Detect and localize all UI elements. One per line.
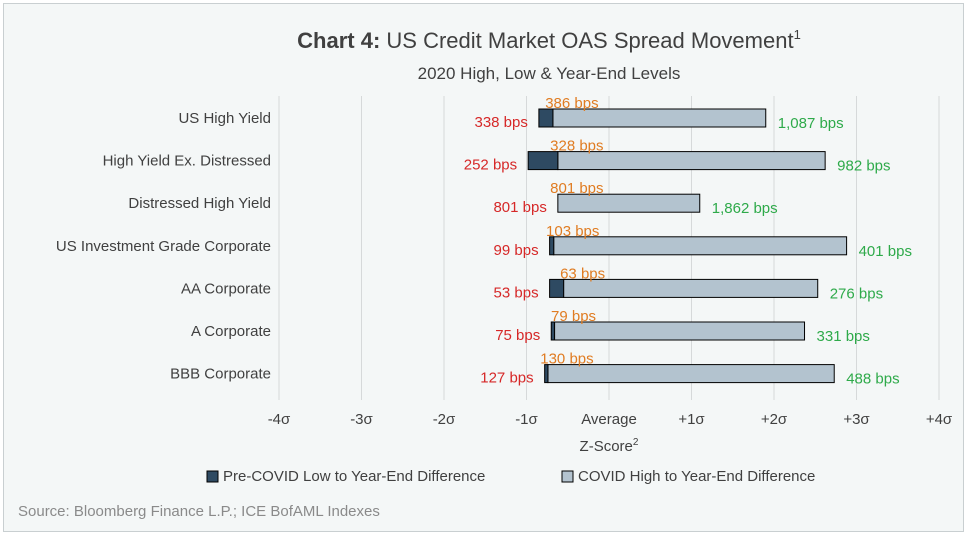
label-pre-covid-low: 75 bps: [495, 327, 540, 344]
category-label: A Corporate: [191, 323, 271, 340]
value-labels: 386 bps 338 bps 1,087 bps 328 bps 252 bps 982…: [464, 95, 912, 388]
x-tick-label: +4σ: [926, 411, 953, 428]
label-pre-covid-low: 53 bps: [494, 284, 539, 301]
label-covid-high: 1,087 bps: [778, 115, 844, 132]
label-pre-covid-low: 801 bps: [493, 199, 546, 216]
bar-pre-covid-low: [527, 151, 559, 171]
chart-svg: Chart 4: US Credit Market OAS Spread Mov…: [18, 27, 953, 520]
bar-pre-covid-low: [544, 364, 549, 384]
x-tick-label: +1σ: [678, 411, 705, 428]
category-labels: US High Yield High Yield Ex. Distressed Di…: [56, 110, 271, 383]
chart-subtitle: 2020 High, Low & Year-End Levels: [418, 64, 681, 83]
label-year-end: 386 bps: [545, 95, 598, 112]
chart-title: Chart 4: US Credit Market OAS Spread Mov…: [297, 27, 801, 53]
bar-pre-covid-low: [549, 278, 565, 298]
label-covid-high: 331 bps: [817, 328, 870, 345]
category-label: High Yield Ex. Distressed: [103, 153, 271, 170]
legend-swatch-covid-high: [561, 470, 574, 483]
bar-pre-covid-low: [549, 236, 555, 256]
x-tick-label: Average: [581, 411, 637, 428]
legend-label-pre-covid: Pre-COVID Low to Year-End Difference: [223, 468, 485, 485]
category-label: US Investment Grade Corporate: [56, 238, 271, 255]
x-tick-label: -2σ: [433, 411, 456, 428]
category-label: US High Yield: [178, 110, 271, 127]
label-year-end: 328 bps: [550, 138, 603, 155]
bar-covid-high: [557, 193, 701, 213]
legend: Pre-COVID Low to Year-End Difference COV…: [206, 468, 815, 485]
bars-layer: [527, 108, 848, 384]
label-year-end: 103 bps: [546, 223, 599, 240]
label-covid-high: 488 bps: [846, 371, 899, 388]
x-tick-labels: -4σ -3σ -2σ -1σ Average +1σ +2σ +3σ +4σ: [268, 411, 953, 428]
category-label: AA Corporate: [181, 280, 271, 297]
label-year-end: 79 bps: [551, 308, 596, 325]
label-covid-high: 1,862 bps: [712, 200, 778, 217]
label-pre-covid-low: 127 bps: [480, 370, 533, 387]
x-tick-label: -4σ: [268, 411, 291, 428]
label-covid-high: 276 bps: [830, 285, 883, 302]
label-year-end: 130 bps: [540, 351, 593, 368]
category-label: BBB Corporate: [170, 366, 271, 383]
legend-label-covid-high: COVID High to Year-End Difference: [578, 468, 815, 485]
x-tick-label: +2σ: [761, 411, 788, 428]
bar-pre-covid-low: [550, 321, 556, 341]
label-covid-high: 401 bps: [859, 243, 912, 260]
source-note: Source: Bloomberg Finance L.P.; ICE BofA…: [18, 503, 380, 520]
x-tick-label: -1σ: [515, 411, 538, 428]
label-year-end: 63 bps: [560, 265, 605, 282]
legend-swatch-pre-covid: [206, 470, 219, 483]
chart-frame: Chart 4: US Credit Market OAS Spread Mov…: [3, 3, 964, 532]
category-label: Distressed High Yield: [128, 195, 271, 212]
label-year-end: 801 bps: [550, 180, 603, 197]
bar-pre-covid-low: [538, 108, 554, 128]
x-axis-label: Z-Score2: [580, 437, 639, 455]
x-tick-label: -3σ: [350, 411, 373, 428]
label-pre-covid-low: 99 bps: [494, 242, 539, 259]
x-tick-label: +3σ: [843, 411, 870, 428]
label-pre-covid-low: 252 bps: [464, 157, 517, 174]
label-pre-covid-low: 338 bps: [474, 114, 527, 131]
label-covid-high: 982 bps: [837, 158, 890, 175]
